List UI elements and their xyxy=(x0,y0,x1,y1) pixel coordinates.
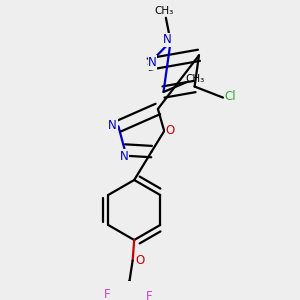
Text: F: F xyxy=(104,288,110,300)
Text: CH₃: CH₃ xyxy=(185,74,205,84)
Text: N: N xyxy=(148,56,157,69)
Text: N: N xyxy=(162,33,171,46)
Text: Cl: Cl xyxy=(224,91,236,103)
Text: N: N xyxy=(119,150,128,163)
Text: O: O xyxy=(165,124,175,136)
Text: O: O xyxy=(135,254,145,267)
Text: CH₃: CH₃ xyxy=(155,6,174,16)
Text: F: F xyxy=(146,290,152,300)
Text: N: N xyxy=(108,119,117,132)
